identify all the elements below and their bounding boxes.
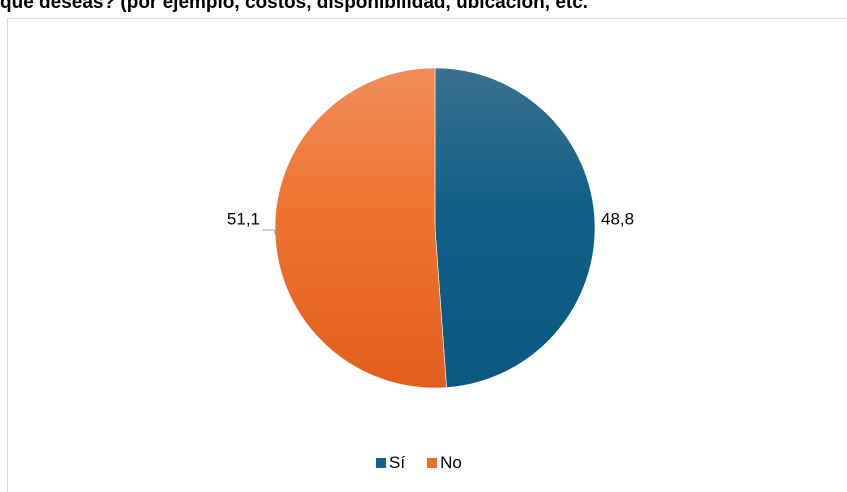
legend-label-no: No: [440, 453, 462, 472]
legend-label-si: Sí: [389, 453, 406, 472]
data-label-no: 51,1: [227, 209, 260, 228]
pie-slice-no: [274, 67, 447, 389]
pie-slice-si: [434, 67, 596, 388]
legend-swatch-no: [427, 458, 438, 468]
leader-line-no: [262, 229, 277, 237]
legend-item-no: No: [427, 453, 462, 473]
chart-title: que deseas? (por ejemplo, costos, dispon…: [0, 0, 589, 13]
legend-swatch-si: [376, 458, 386, 468]
legend: Sí No: [376, 453, 484, 473]
legend-item-si: Sí: [376, 453, 405, 473]
data-label-si: 48,8: [601, 209, 634, 228]
